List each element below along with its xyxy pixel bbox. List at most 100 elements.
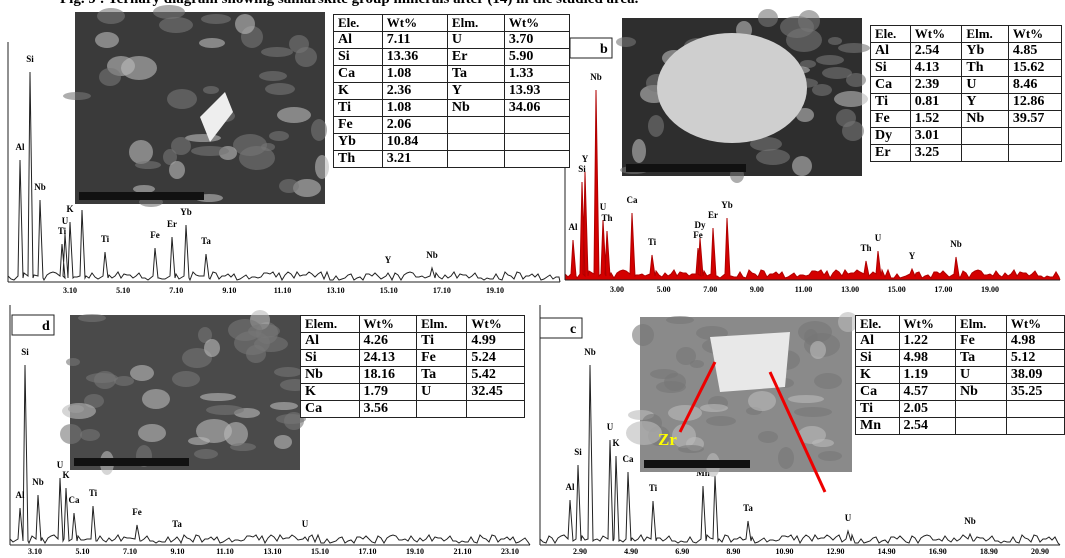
grain bbox=[778, 447, 794, 469]
table-cell: 1.33 bbox=[504, 66, 569, 83]
grain bbox=[810, 341, 826, 359]
grain bbox=[135, 161, 161, 169]
table-cell: 3.01 bbox=[910, 128, 962, 145]
grain bbox=[248, 324, 280, 338]
composition-table: Elem.Wt%Elm.Wt%Al4.26Ti4.99Si24.13Fe5.24… bbox=[300, 315, 525, 418]
table-cell: Fe bbox=[956, 333, 1007, 350]
table-cell: 13.93 bbox=[504, 83, 569, 100]
table-cell bbox=[447, 117, 504, 134]
peak-label: Y bbox=[582, 154, 589, 164]
table-cell: 1.08 bbox=[382, 100, 447, 117]
grain bbox=[678, 445, 704, 453]
grain bbox=[172, 371, 200, 387]
table-cell bbox=[504, 117, 569, 134]
grain bbox=[828, 37, 842, 45]
peak-label: Ti bbox=[649, 483, 658, 493]
grain bbox=[666, 316, 694, 324]
x-tick-label: 17.10 bbox=[359, 547, 377, 556]
x-tick-label: 13.00 bbox=[841, 285, 859, 294]
table-cell: 4.57 bbox=[899, 384, 956, 401]
grain bbox=[171, 137, 191, 155]
table-cell: Mn bbox=[856, 418, 900, 435]
table-cell: Nb bbox=[956, 384, 1007, 401]
grain bbox=[66, 358, 80, 366]
x-tick-label: 5.10 bbox=[76, 547, 90, 556]
table-cell: Ta bbox=[447, 66, 504, 83]
grain bbox=[97, 8, 125, 24]
table-cell: Ta bbox=[417, 367, 467, 384]
grain bbox=[274, 435, 292, 449]
table-cell: 5.90 bbox=[504, 49, 569, 66]
grain bbox=[129, 140, 153, 164]
table-cell: Y bbox=[962, 94, 1008, 111]
table-cell bbox=[956, 418, 1007, 435]
x-tick-label: 7.00 bbox=[703, 285, 717, 294]
peak-label: Dy bbox=[695, 220, 706, 230]
table-cell bbox=[962, 128, 1008, 145]
peak-label: U bbox=[302, 519, 309, 529]
caption: Fig. 9 : Ternary diagram showing samarsk… bbox=[60, 0, 638, 8]
bright-grain bbox=[657, 33, 807, 143]
peak-label: Th bbox=[860, 243, 871, 253]
x-tick-label: 13.10 bbox=[264, 547, 282, 556]
composition-table: Ele.Wt%Elm.Wt%Al7.11U3.70Si13.36Er5.90Ca… bbox=[333, 14, 570, 168]
grain bbox=[758, 431, 778, 443]
peak-label: Si bbox=[578, 164, 586, 174]
table-cell: Ele. bbox=[334, 15, 383, 32]
peak-label: Ta bbox=[743, 503, 753, 513]
table-cell: Yb bbox=[962, 43, 1008, 60]
table-cell: Elm. bbox=[417, 316, 467, 333]
table-cell bbox=[956, 401, 1007, 418]
grain bbox=[235, 14, 255, 34]
x-tick-label: 16.90 bbox=[929, 547, 947, 556]
peak-label: Nb bbox=[590, 72, 602, 82]
peak-label: K bbox=[612, 438, 619, 448]
table-cell: 4.99 bbox=[467, 333, 525, 350]
table-cell: Wt% bbox=[910, 26, 962, 43]
panel-label: b bbox=[600, 42, 608, 57]
table-cell: Ca bbox=[334, 66, 383, 83]
table-cell: Th bbox=[334, 151, 383, 168]
x-tick-label: 19.10 bbox=[406, 547, 424, 556]
grain bbox=[315, 155, 329, 179]
table-cell bbox=[447, 134, 504, 151]
peak-label: Ta bbox=[172, 519, 182, 529]
grain bbox=[822, 67, 852, 79]
grain bbox=[203, 86, 219, 94]
table-cell: Nb bbox=[962, 111, 1008, 128]
table-cell: 4.26 bbox=[359, 333, 417, 350]
peak-label: Al bbox=[16, 490, 25, 500]
x-tick-label: 3.10 bbox=[63, 286, 77, 295]
table-cell: 38.09 bbox=[1006, 367, 1064, 384]
grain bbox=[626, 421, 662, 445]
table-cell: 4.13 bbox=[910, 60, 962, 77]
table-cell: Y bbox=[447, 83, 504, 100]
peak-label: K bbox=[62, 470, 69, 480]
peak-label: Ca bbox=[623, 454, 634, 464]
grain bbox=[794, 407, 832, 417]
peak-label: Th bbox=[601, 213, 612, 223]
x-tick-label: 5.10 bbox=[116, 286, 130, 295]
grain bbox=[259, 71, 287, 81]
table-cell: 1.52 bbox=[910, 111, 962, 128]
peak-label: Ti bbox=[58, 226, 67, 236]
grain bbox=[311, 119, 327, 141]
grain bbox=[788, 395, 824, 403]
x-tick-label: 7.10 bbox=[123, 547, 137, 556]
table-cell: 5.12 bbox=[1006, 350, 1064, 367]
table-cell bbox=[504, 134, 569, 151]
grain bbox=[277, 107, 311, 123]
x-tick-label: 12.90 bbox=[827, 547, 845, 556]
x-tick-label: 6.90 bbox=[675, 547, 689, 556]
grain bbox=[261, 47, 293, 57]
peak-label: U bbox=[845, 513, 852, 523]
table-cell bbox=[962, 145, 1008, 162]
table-cell: 2.36 bbox=[382, 83, 447, 100]
grain bbox=[204, 339, 220, 357]
peak-label: Ti bbox=[101, 234, 110, 244]
x-tick-label: 14.90 bbox=[878, 547, 896, 556]
grain bbox=[63, 92, 91, 100]
table-cell: U bbox=[447, 32, 504, 49]
grain bbox=[295, 47, 317, 67]
table-cell: Fe bbox=[417, 350, 467, 367]
